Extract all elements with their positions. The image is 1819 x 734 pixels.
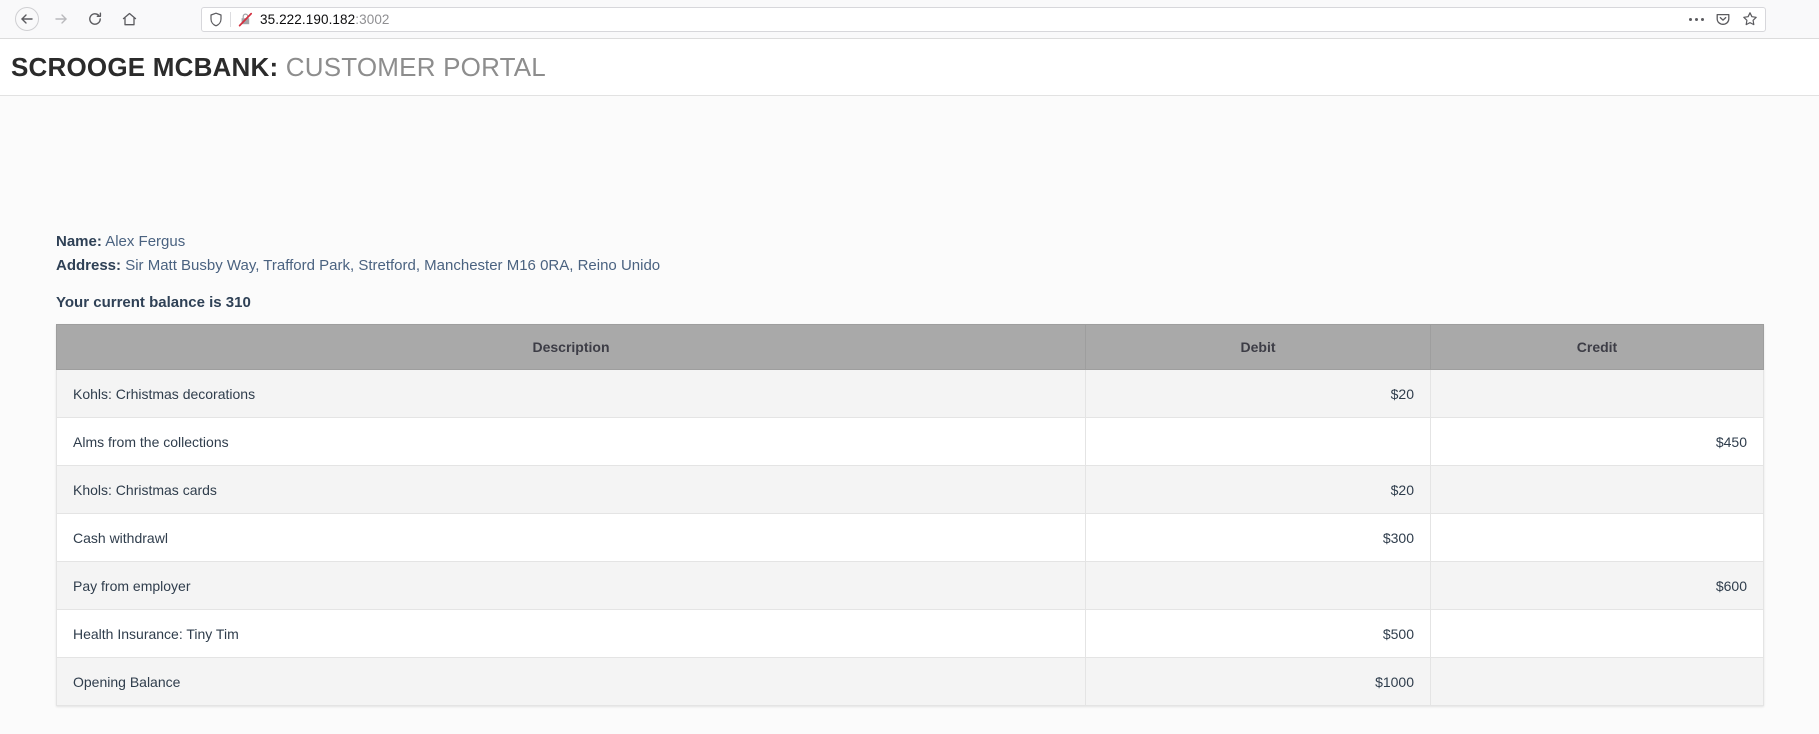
table-row: Pay from employer $600	[56, 561, 1764, 610]
site-header: SCROOGE MCBANK: CUSTOMER PORTAL	[0, 39, 1819, 96]
cell-debit: $1000	[1085, 657, 1431, 706]
table-body: Kohls: Crhistmas decorations $20 Alms from…	[56, 369, 1764, 706]
customer-address-line: Address: Sir Matt Busby Way, Trafford Pa…	[56, 254, 1763, 278]
cell-debit: $20	[1085, 465, 1431, 514]
current-balance-text: Your current balance is 310	[56, 294, 251, 311]
url-bar-container: 35.222.190.182:3002	[146, 6, 1809, 32]
cell-description: Opening Balance	[56, 657, 1086, 706]
cell-description: Health Insurance: Tiny Tim	[56, 609, 1086, 658]
table-row: Opening Balance $1000	[56, 657, 1764, 706]
page-title: SCROOGE MCBANK: CUSTOMER PORTAL	[11, 52, 546, 83]
cell-description: Pay from employer	[56, 561, 1086, 610]
back-button[interactable]	[10, 2, 44, 36]
table-row: Alms from the collections $450	[56, 417, 1764, 466]
cell-debit: $500	[1085, 609, 1431, 658]
reload-button[interactable]	[78, 2, 112, 36]
content-area: Name: Alex Fergus Address: Sir Matt Busb…	[0, 96, 1819, 706]
column-header-credit[interactable]: Credit	[1430, 324, 1764, 370]
name-value: Alex Fergus	[105, 233, 186, 250]
ellipsis-icon[interactable]	[1689, 17, 1704, 21]
column-header-description[interactable]: Description	[56, 324, 1086, 370]
cell-description: Cash withdrawl	[56, 513, 1086, 562]
cell-description: Khols: Christmas cards	[56, 465, 1086, 514]
star-icon[interactable]	[1742, 11, 1758, 27]
home-button[interactable]	[112, 2, 146, 36]
cell-debit	[1085, 561, 1431, 610]
address-label: Address:	[56, 257, 122, 274]
url-host: 35.222.190.182	[260, 11, 356, 27]
cell-credit	[1430, 369, 1764, 418]
cell-credit: $600	[1430, 561, 1764, 610]
cell-credit	[1430, 465, 1764, 514]
cell-debit: $20	[1085, 369, 1431, 418]
table-row: Kohls: Crhistmas decorations $20	[56, 369, 1764, 418]
cell-debit	[1085, 417, 1431, 466]
home-icon	[122, 12, 136, 25]
arrow-right-icon	[55, 14, 67, 24]
transactions-table: Description Debit Credit Kohls: Crhistma…	[56, 324, 1764, 706]
arrow-left-icon	[15, 7, 39, 31]
name-label: Name:	[56, 233, 102, 250]
table-row: Health Insurance: Tiny Tim $500	[56, 609, 1764, 658]
broken-lock-icon[interactable]	[238, 12, 253, 27]
portal-subtitle: CUSTOMER PORTAL	[285, 51, 546, 82]
table-row: Khols: Christmas cards $20	[56, 465, 1764, 514]
table-head: Description Debit Credit	[56, 324, 1764, 370]
customer-name-line: Name: Alex Fergus	[56, 230, 1763, 254]
column-header-debit[interactable]: Debit	[1085, 324, 1431, 370]
cell-credit	[1430, 657, 1764, 706]
page-body: Name: Alex Fergus Address: Sir Matt Busb…	[0, 96, 1819, 733]
cell-credit	[1430, 609, 1764, 658]
url-text[interactable]: 35.222.190.182:3002	[260, 12, 1679, 27]
cell-description: Kohls: Crhistmas decorations	[56, 369, 1086, 418]
cell-debit: $300	[1085, 513, 1431, 562]
pocket-icon[interactable]	[1715, 11, 1731, 27]
address-value: Sir Matt Busby Way, Trafford Park, Stret…	[125, 257, 661, 274]
urlbar-divider	[230, 11, 231, 27]
reload-icon	[89, 12, 102, 25]
shield-icon[interactable]	[209, 12, 223, 27]
cell-credit	[1430, 513, 1764, 562]
cell-description: Alms from the collections	[56, 417, 1086, 466]
cell-credit: $450	[1430, 417, 1764, 466]
urlbar-action-icons	[1689, 11, 1758, 27]
address-bar[interactable]: 35.222.190.182:3002	[201, 6, 1766, 32]
brand-name: SCROOGE MCBANK:	[11, 51, 279, 82]
forward-button[interactable]	[44, 2, 78, 36]
table-row: Cash withdrawl $300	[56, 513, 1764, 562]
table-header-row: Description Debit Credit	[56, 324, 1764, 370]
url-port: :3002	[355, 11, 390, 27]
browser-toolbar: 35.222.190.182:3002	[0, 0, 1819, 39]
